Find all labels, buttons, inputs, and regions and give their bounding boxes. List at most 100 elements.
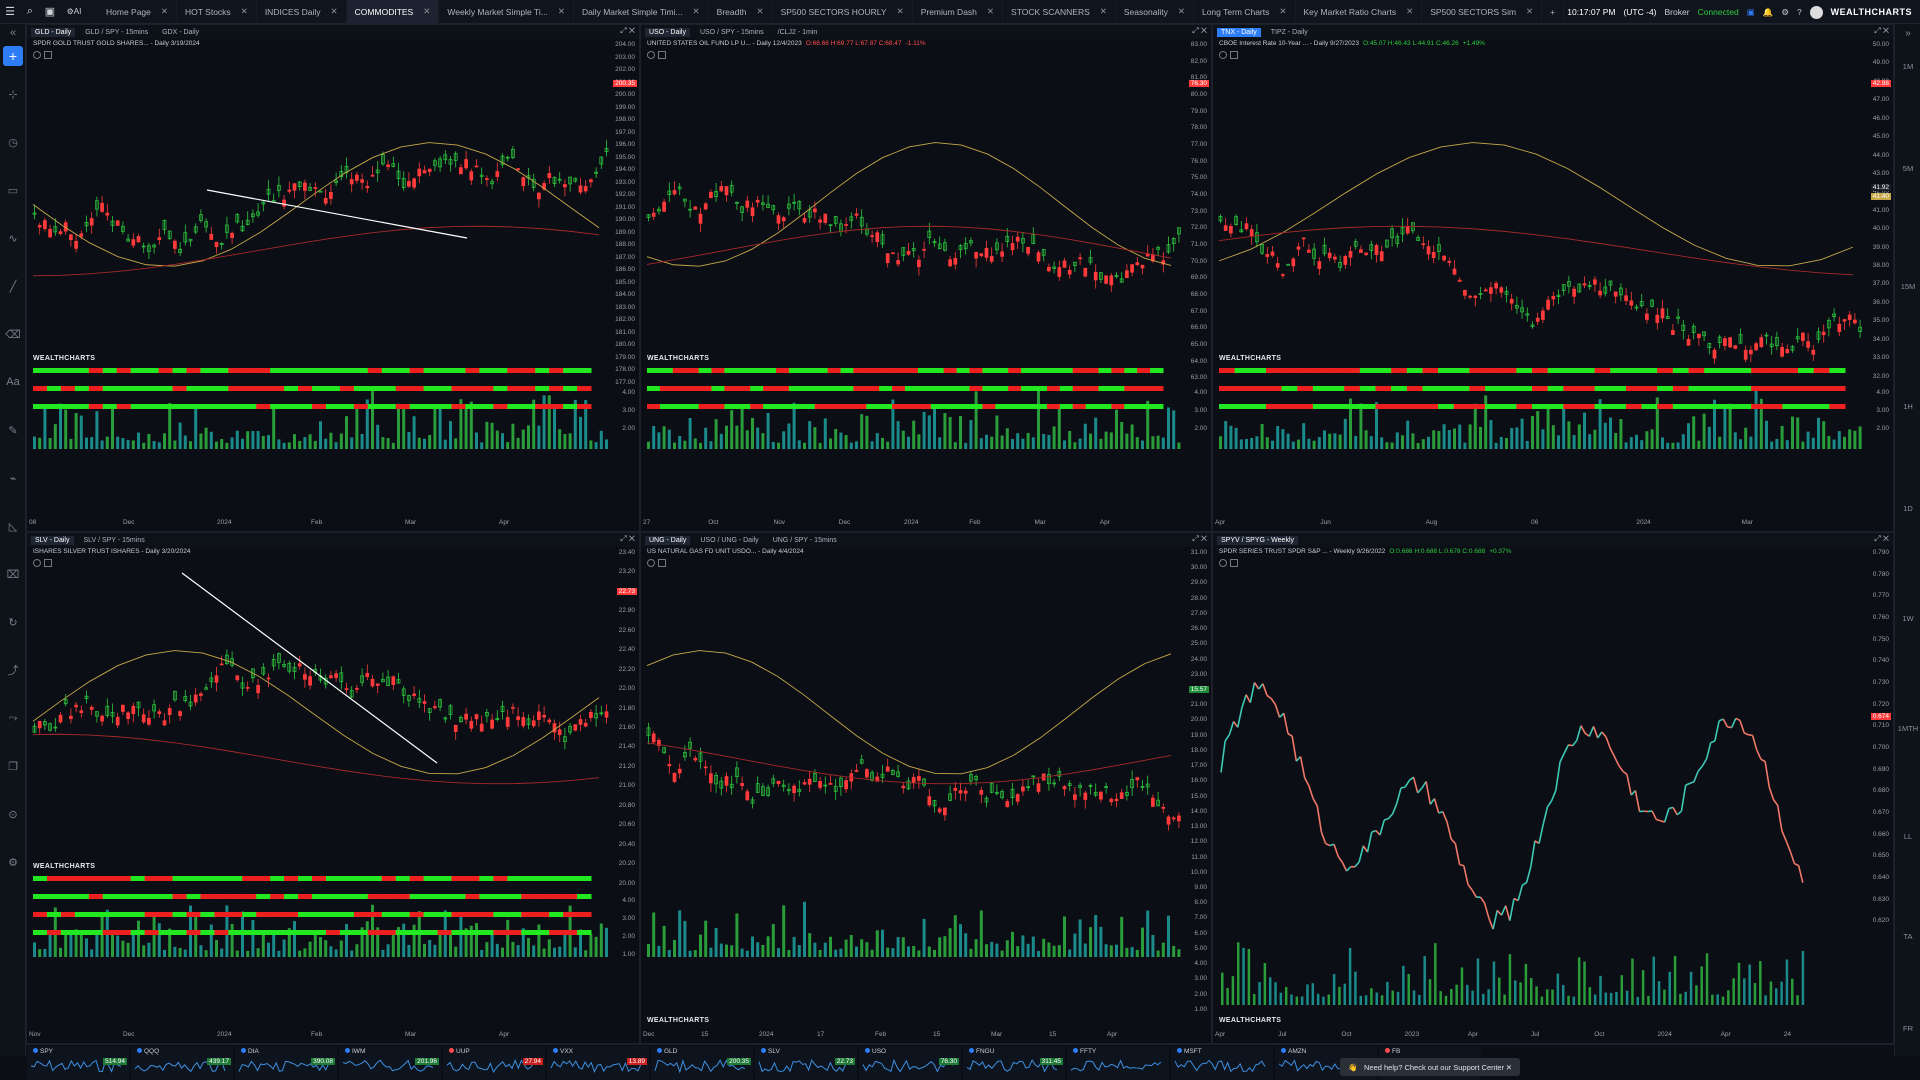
panel-tab[interactable]: TNX - Daily xyxy=(1217,27,1261,37)
interval-1[interactable]: 5M xyxy=(1902,164,1914,173)
close-tab-icon[interactable]: ✕ xyxy=(1279,6,1287,16)
time-axis[interactable]: Nov Dec 2024 Feb Mar Apr xyxy=(27,1031,603,1041)
panel-tab[interactable]: /CLJ2 - 1min xyxy=(777,28,818,36)
close-tab-icon[interactable]: ✕ xyxy=(330,6,338,16)
price-chart[interactable] xyxy=(1213,25,1894,532)
close-icon[interactable]: ✕ xyxy=(1505,1062,1512,1072)
panel-tab[interactable]: USO / SPY - 15mins xyxy=(699,28,764,36)
close-tab-icon[interactable]: ✕ xyxy=(986,6,995,16)
trend-tool-icon[interactable]: ∿ xyxy=(8,232,18,245)
layout-icon[interactable]: ▣ xyxy=(44,6,56,18)
chart-tool-icon[interactable]: ⤴ xyxy=(7,665,19,677)
hide-indicators-icon[interactable] xyxy=(33,559,41,567)
brush-tool-icon[interactable]: ⌁ xyxy=(9,472,17,485)
interval-9[interactable]: FR xyxy=(1903,1024,1913,1033)
panel-controls[interactable]: ⤢ ✕ xyxy=(1192,534,1207,543)
price-chart[interactable] xyxy=(641,533,1212,1044)
copy-tool-icon[interactable]: ❐ xyxy=(8,760,18,773)
price-chart[interactable] xyxy=(641,25,1212,532)
ticker-uso[interactable]: USO 76.30 xyxy=(859,1046,961,1080)
price-chart[interactable] xyxy=(27,533,640,1044)
chart-panel-ung[interactable]: UNG - Daily USO / UNG - Daily UNG / SPY - … xyxy=(640,532,1212,1044)
panel-tab[interactable]: SPYV / SPYG - Weekly xyxy=(1217,535,1299,545)
add-indicator-icon[interactable] xyxy=(658,51,666,59)
delete-tool-icon[interactable]: ⌧ xyxy=(6,568,20,581)
gear-icon[interactable]: ⚙ xyxy=(1781,6,1789,17)
ticker-qqq[interactable]: QQQ 439.17 xyxy=(131,1046,233,1080)
price-axis[interactable]: 50.0049.0048.0047.0046.0045.0044.0043.00… xyxy=(1857,39,1893,531)
refresh-tool-icon[interactable]: ↻ xyxy=(8,616,18,629)
tab-10[interactable]: Seasonality ✕ xyxy=(1116,0,1194,24)
hide-indicators-icon[interactable] xyxy=(1219,51,1227,59)
add-tab-button[interactable]: + xyxy=(1542,0,1565,24)
panel-controls[interactable]: ⤢ ✕ xyxy=(620,26,635,35)
line-tool-icon[interactable]: ╱ xyxy=(9,280,17,293)
tab-12[interactable]: Key Market Ratio Charts ✕ xyxy=(1296,0,1423,24)
close-tab-icon[interactable]: ✕ xyxy=(1177,6,1185,16)
close-tab-icon[interactable]: ✕ xyxy=(160,6,169,16)
crosshair-tool-icon[interactable]: ⊹ xyxy=(8,88,18,101)
price-chart[interactable] xyxy=(27,25,640,532)
panel-controls[interactable]: ⤢ ✕ xyxy=(1874,26,1889,35)
ai-icon[interactable]: ⚙AI xyxy=(66,7,82,16)
close-tab-icon[interactable]: ✕ xyxy=(756,6,764,16)
hide-indicators-icon[interactable] xyxy=(647,559,655,567)
ticker-slv[interactable]: SLV 22.73 xyxy=(755,1046,857,1080)
panel-tab[interactable]: SLV / SPY - 15mins xyxy=(83,536,145,544)
panel-tab[interactable]: UNG - Daily xyxy=(645,535,691,545)
tab-6[interactable]: Breadth ✕ xyxy=(709,0,773,24)
hide-indicators-icon[interactable] xyxy=(1219,559,1227,567)
close-tab-icon[interactable]: ✕ xyxy=(1526,6,1534,16)
tab-1[interactable]: HOT Stocks ✕ xyxy=(177,0,257,24)
panel-tab[interactable]: GLD / SPY - 15mins xyxy=(85,28,149,36)
ticker-spy[interactable]: SPY 514.94 xyxy=(27,1046,129,1080)
price-axis[interactable]: 83.00 82.00 81.00 80.00 79.00 78.00 77.00 76.00… xyxy=(1175,39,1211,531)
chart-panel-uso[interactable]: USO - Daily USO / SPY - 15mins/CLJ2 - 1mi… xyxy=(640,24,1212,532)
ticker-msft[interactable]: MSFT xyxy=(1171,1046,1273,1080)
bell-icon[interactable]: 🔔 xyxy=(1762,6,1774,17)
avatar[interactable] xyxy=(1809,5,1823,19)
time-axis[interactable]: 08 Dec 2024 Feb Mar Apr xyxy=(27,519,603,529)
panel-controls[interactable]: ⤢ ✕ xyxy=(620,534,635,543)
interval-4[interactable]: 1D xyxy=(1903,504,1913,513)
ticker-fngu[interactable]: FNGU 311.45 xyxy=(963,1046,1065,1080)
tab-3[interactable]: COMMODITES ✕ xyxy=(346,0,440,24)
hide-indicators-icon[interactable] xyxy=(647,51,655,59)
time-axis[interactable]: Apr Jun Aug 06 2024 Mar xyxy=(1213,519,1857,529)
ticker-gld[interactable]: GLD 200.35 xyxy=(651,1046,753,1080)
tab-13[interactable]: SP500 SECTORS Sim ✕ xyxy=(1422,0,1543,24)
pen-tool-icon[interactable]: ✎ xyxy=(8,424,18,437)
close-tab-icon[interactable]: ✕ xyxy=(1406,6,1414,16)
price-chart[interactable] xyxy=(1213,533,1894,1044)
chart-panel-spyv[interactable]: SPYV / SPYG - Weekly ⤢ ✕ SPDR SERIES TRUST… xyxy=(1212,532,1894,1044)
tab-5[interactable]: Daily Market Simple Timi... ✕ xyxy=(574,0,709,24)
price-axis[interactable]: 31.00 30.00 29.00 28.00 27.00 26.00 25.00 24.00… xyxy=(1175,547,1211,1043)
collapse-icon[interactable]: « xyxy=(9,27,17,39)
ticker-ffty[interactable]: FFTY xyxy=(1067,1046,1169,1080)
interval-7[interactable]: LL xyxy=(1903,832,1913,841)
interval-5[interactable]: 1W xyxy=(1902,614,1914,623)
panel-tab[interactable]: UNG / SPY - 15mins xyxy=(772,536,837,544)
add-indicator-icon[interactable] xyxy=(658,559,666,567)
panel-tab[interactable]: USO / UNG - Daily xyxy=(700,536,759,544)
panel-tab[interactable]: GDX - Daily xyxy=(162,28,200,36)
shape-tool-icon[interactable]: ◺ xyxy=(8,520,18,533)
settings-tool-icon[interactable]: ⚙ xyxy=(8,856,18,869)
interval-0[interactable]: 1M xyxy=(1902,62,1914,71)
text-tool-icon[interactable]: Aa xyxy=(6,376,20,388)
close-tab-icon[interactable]: ✕ xyxy=(557,6,565,16)
panel-tab[interactable]: USO - Daily xyxy=(645,27,690,37)
add-chart-button[interactable]: + xyxy=(3,46,23,66)
chart-panel-gld[interactable]: GLD - Daily GLD / SPY - 15mins GDX - Daily… xyxy=(26,24,640,532)
tab-11[interactable]: Long Term Charts ✕ xyxy=(1194,0,1296,24)
close-tab-icon[interactable]: ✕ xyxy=(692,6,700,16)
price-axis[interactable]: 0.790 0.780 0.770 0.760 0.750 0.740 0.730 0.720… xyxy=(1857,547,1893,1043)
close-tab-icon[interactable]: ✕ xyxy=(896,6,904,16)
search-icon[interactable]: ⌕ xyxy=(26,5,34,17)
close-tab-icon[interactable]: ✕ xyxy=(423,6,431,16)
time-axis[interactable]: Apr Jul Oct 2023 Apr Jul Oct 2024 Apr 24 xyxy=(1213,1031,1857,1041)
zoom-tool-icon[interactable]: ⊙ xyxy=(8,808,18,821)
price-axis[interactable]: 23.4023.2023.0022.8022.6022.4022.2022.00… xyxy=(603,547,639,1043)
close-tab-icon[interactable]: ✕ xyxy=(1099,6,1107,16)
tab-2[interactable]: INDICES Daily ✕ xyxy=(257,0,347,24)
